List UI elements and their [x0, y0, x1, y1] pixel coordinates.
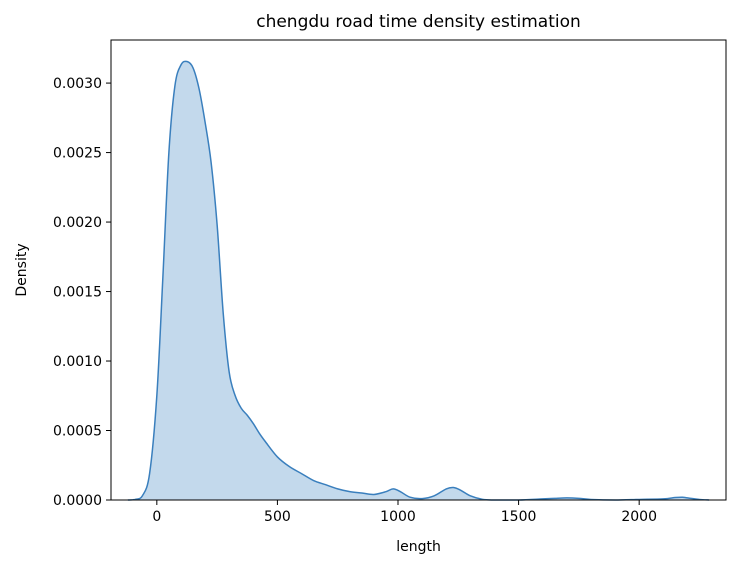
x-tick-label: 1000 — [380, 509, 416, 525]
y-tick-label: 0.0015 — [53, 285, 102, 301]
y-axis: 0.0000 0.0005 0.0010 0.0015 0.0020 0.0025 0.00… — [53, 76, 111, 509]
plot-area — [127, 60, 710, 501]
chart-title: chengdu road time density estimation — [256, 12, 581, 32]
density-curve-line — [127, 60, 710, 501]
x-tick-label: 500 — [264, 509, 291, 525]
y-tick-label: 0.0010 — [53, 354, 102, 370]
x-axis: 0 500 1000 1500 2000 — [152, 500, 657, 525]
x-tick-label: 1500 — [501, 509, 537, 525]
y-axis-label: Density — [14, 243, 30, 296]
y-tick-label: 0.0005 — [53, 424, 102, 440]
x-axis-label: length — [396, 539, 441, 555]
y-tick-label: 0.0025 — [53, 146, 102, 162]
y-tick-label: 0.0020 — [53, 215, 102, 231]
density-area-fill — [127, 61, 710, 501]
axes-frame — [110, 39, 727, 501]
y-tick-label: 0.0000 — [53, 493, 102, 509]
y-tick-label: 0.0030 — [53, 76, 102, 92]
x-tick-label: 2000 — [621, 509, 657, 525]
x-tick-label: 0 — [152, 509, 161, 525]
